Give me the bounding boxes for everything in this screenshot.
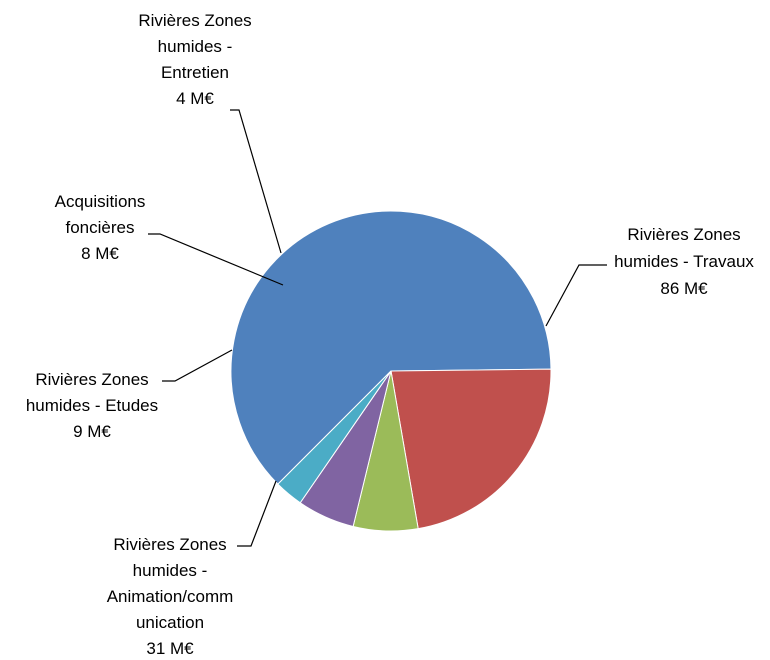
pie-slices xyxy=(230,210,552,532)
slice-category-label: Rivières Zones xyxy=(113,535,226,554)
pie-slice xyxy=(230,210,552,485)
slice-category-label: humides - xyxy=(133,561,208,580)
slice-category-label: Rivières Zones xyxy=(138,11,251,30)
slice-category-label: foncières xyxy=(66,218,135,237)
leader-line xyxy=(148,233,284,286)
leader-line xyxy=(545,264,607,327)
slice-value-label: 4 M€ xyxy=(176,89,214,108)
leader-line xyxy=(237,480,277,547)
slice-category-label: Rivières Zones xyxy=(627,225,740,244)
slice-value-label: 31 M€ xyxy=(146,639,194,658)
slice-category-label: Acquisitions xyxy=(55,192,146,211)
leader-line xyxy=(162,349,233,382)
slice-category-label: unication xyxy=(136,613,204,632)
slice-value-label: 9 M€ xyxy=(73,422,111,441)
slice-value-label: 8 M€ xyxy=(81,244,119,263)
slice-category-label: humides - xyxy=(158,37,233,56)
slice-value-label: 86 M€ xyxy=(660,279,708,298)
leader-lines xyxy=(148,109,607,547)
slice-category-label: Entretien xyxy=(161,63,229,82)
pie-slice xyxy=(277,370,392,504)
slice-category-label: Animation/comm xyxy=(107,587,234,606)
pie-slice xyxy=(390,368,552,530)
leader-line xyxy=(230,109,282,254)
slice-category-label: humides - Travaux xyxy=(614,252,754,271)
slice-category-label: Rivières Zones xyxy=(35,370,148,389)
slice-labels: Rivières Zones humides - Travaux 86 M€ Rivi… xyxy=(26,11,755,658)
slice-category-label: humides - Etudes xyxy=(26,396,158,415)
